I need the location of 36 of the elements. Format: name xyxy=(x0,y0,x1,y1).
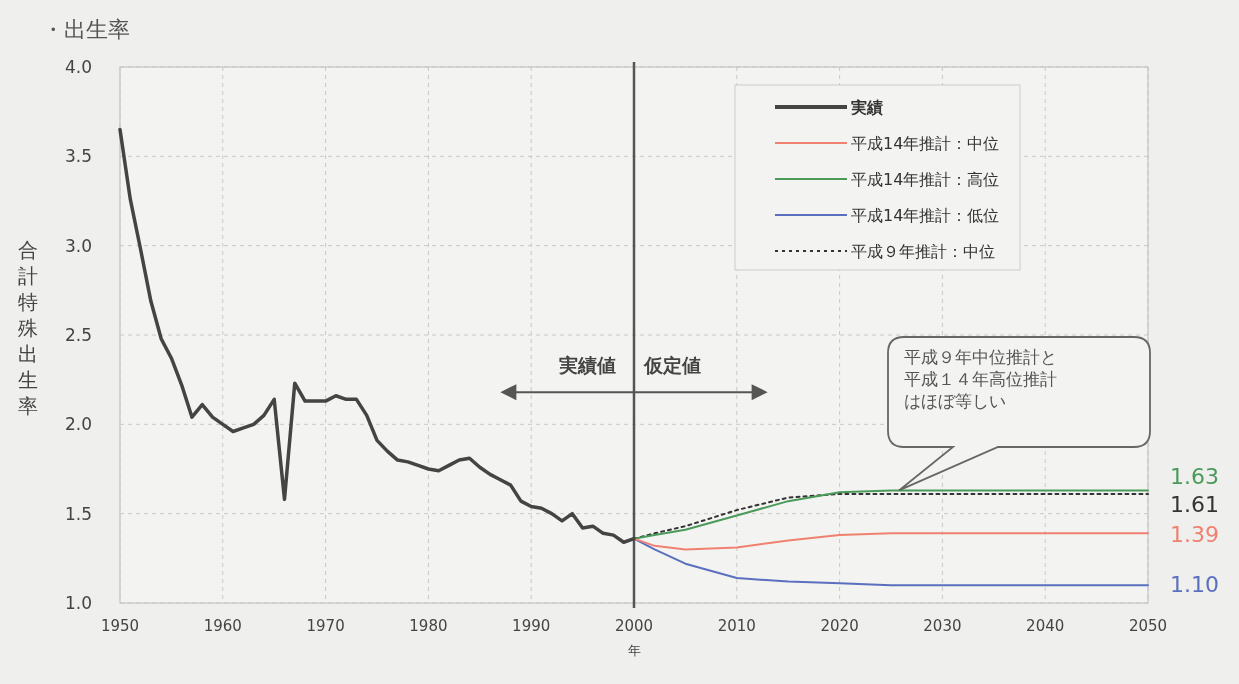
legend-label: 平成14年推計：低位 xyxy=(851,206,1000,225)
legend-label: 平成14年推計：高位 xyxy=(851,170,1000,189)
y-axis-title: 合計特殊出生率 xyxy=(18,238,38,418)
x-tick-label: 1970 xyxy=(306,617,345,635)
annotation: 仮定値 xyxy=(643,354,702,377)
line-series xyxy=(633,532,1149,551)
x-tick-label: 2000 xyxy=(614,617,654,635)
chart-title: ・出生率 xyxy=(42,17,130,42)
legend-label: 平成９年推計：中位 xyxy=(851,242,995,261)
data-label: 1.39 xyxy=(1170,522,1219,548)
x-tick-label: 2050 xyxy=(1128,617,1168,635)
x-tick-label: 1990 xyxy=(512,617,551,635)
x-tick-label: 2020 xyxy=(820,617,859,635)
data-label: 1.63 xyxy=(1170,464,1219,490)
y-tick-label: 3.5 xyxy=(64,146,92,167)
x-tick-label: 1950 xyxy=(100,617,140,635)
y-tick-label: 1.5 xyxy=(64,503,92,524)
annotation: 実績値 xyxy=(558,354,617,377)
y-tick-label: 4.0 xyxy=(64,57,92,77)
x-axis-title: 年 xyxy=(627,643,641,658)
data-label: 1.61 xyxy=(1170,492,1219,518)
y-tick-label: 2.0 xyxy=(64,414,92,435)
legend-label: 実績 xyxy=(850,98,883,117)
x-tick-label: 2030 xyxy=(923,617,962,635)
legend-label: 平成14年推計：中位 xyxy=(851,134,1000,153)
line-series xyxy=(118,127,636,544)
y-tick-label: 1.0 xyxy=(64,593,92,613)
y-tick-label: 2.5 xyxy=(64,325,92,345)
x-tick-label: 1980 xyxy=(409,617,448,635)
y-tick-label: 3.0 xyxy=(64,235,92,256)
x-tick-label: 2010 xyxy=(717,617,756,635)
x-tick-label: 1960 xyxy=(203,617,242,635)
data-label: 1.10 xyxy=(1170,572,1219,598)
line-series xyxy=(633,537,1149,587)
x-tick-label: 2040 xyxy=(1026,617,1065,635)
annotation: 平成９年中位推計と平成１４年高位推計はほぼ等しい xyxy=(904,347,1057,411)
